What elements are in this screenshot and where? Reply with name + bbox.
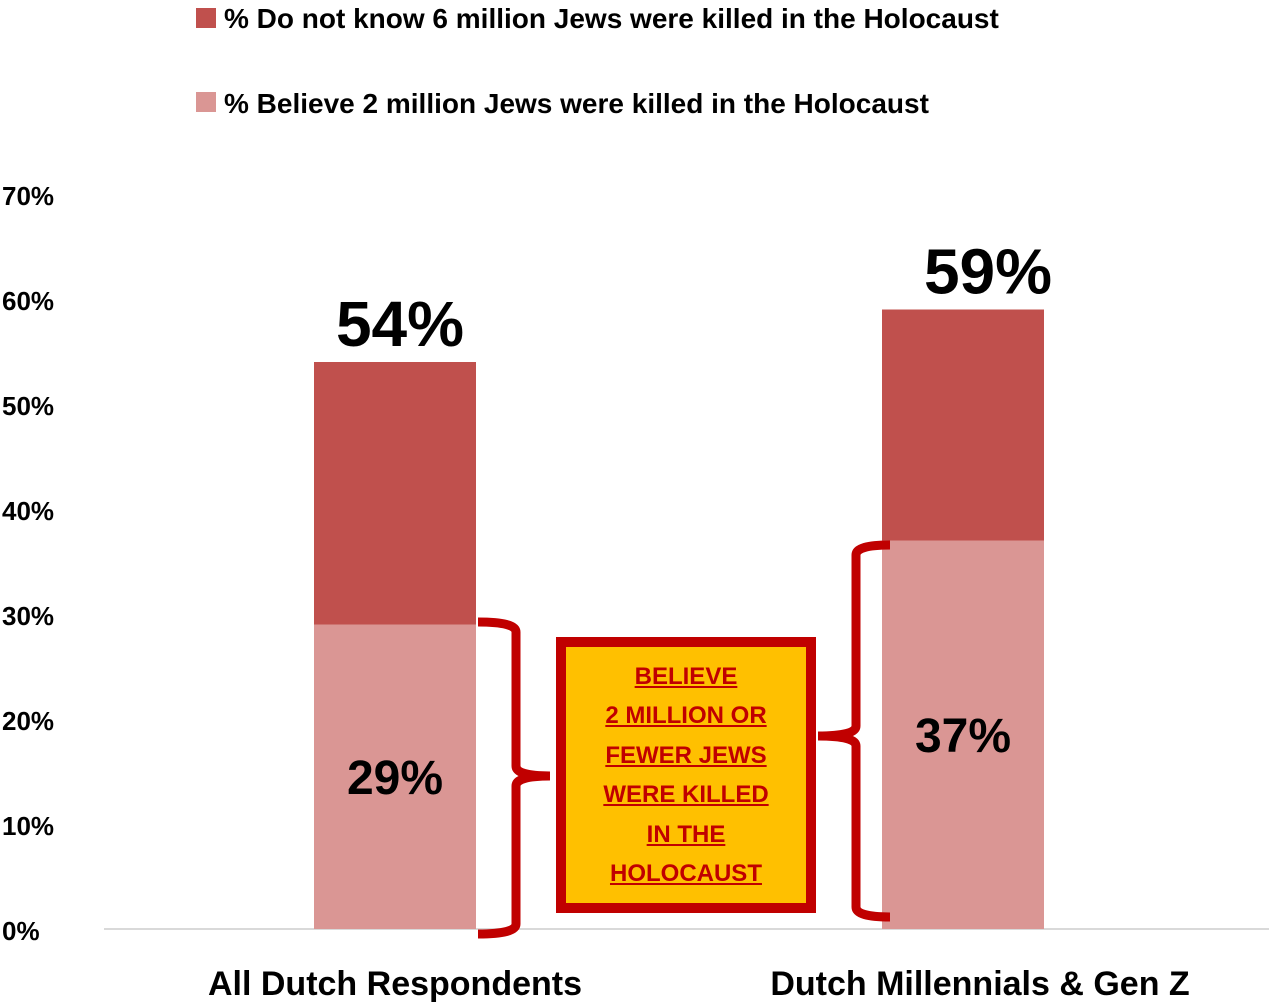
callout-text: BELIEVE 2 MILLION OR FEWER JEWS WERE KIL… [603,662,769,888]
bar-segment-believe-2-million [314,624,476,929]
segment-value-label: 37% [915,710,1011,763]
callout-box: BELIEVE 2 MILLION OR FEWER JEWS WERE KIL… [556,637,816,913]
left-bracket [477,617,551,939]
y-tick-label: 40% [2,496,54,526]
legend-label: % Do not know 6 million Jews were killed… [224,3,999,34]
y-axis: 0% 10% 20% 30% 40% 50% 60% 70% [2,181,54,946]
bar-segment-believe-2-million [882,540,1044,929]
bar-segment-do-not-know [882,309,1044,541]
total-value-label: 59% [924,236,1052,308]
y-tick-label: 30% [2,601,54,631]
legend-swatch [196,8,216,28]
x-axis: All Dutch Respondents Dutch Millennials &… [208,965,1190,1003]
bar-segment-do-not-know [314,362,476,625]
legend-swatch [196,92,216,112]
legend-label: % Believe 2 million Jews were killed in … [224,88,929,119]
total-value-label: 54% [336,288,464,360]
x-category-label: Dutch Millennials & Gen Z [770,965,1189,1003]
segment-value-label: 29% [347,752,443,805]
right-bracket [817,540,891,922]
y-tick-label: 50% [2,391,54,421]
legend-item-believe-2-million: % Believe 2 million Jews were killed in … [196,88,929,119]
y-tick-label: 0% [2,916,40,946]
y-tick-label: 20% [2,706,54,736]
x-category-label: All Dutch Respondents [208,965,582,1003]
y-tick-label: 10% [2,811,54,841]
legend-item-do-not-know: % Do not know 6 million Jews were killed… [196,3,999,34]
y-tick-label: 60% [2,286,54,316]
bars: 29% 54% 37% 59% [314,236,1052,929]
y-tick-label: 70% [2,181,54,211]
legend: % Do not know 6 million Jews were killed… [196,3,999,119]
